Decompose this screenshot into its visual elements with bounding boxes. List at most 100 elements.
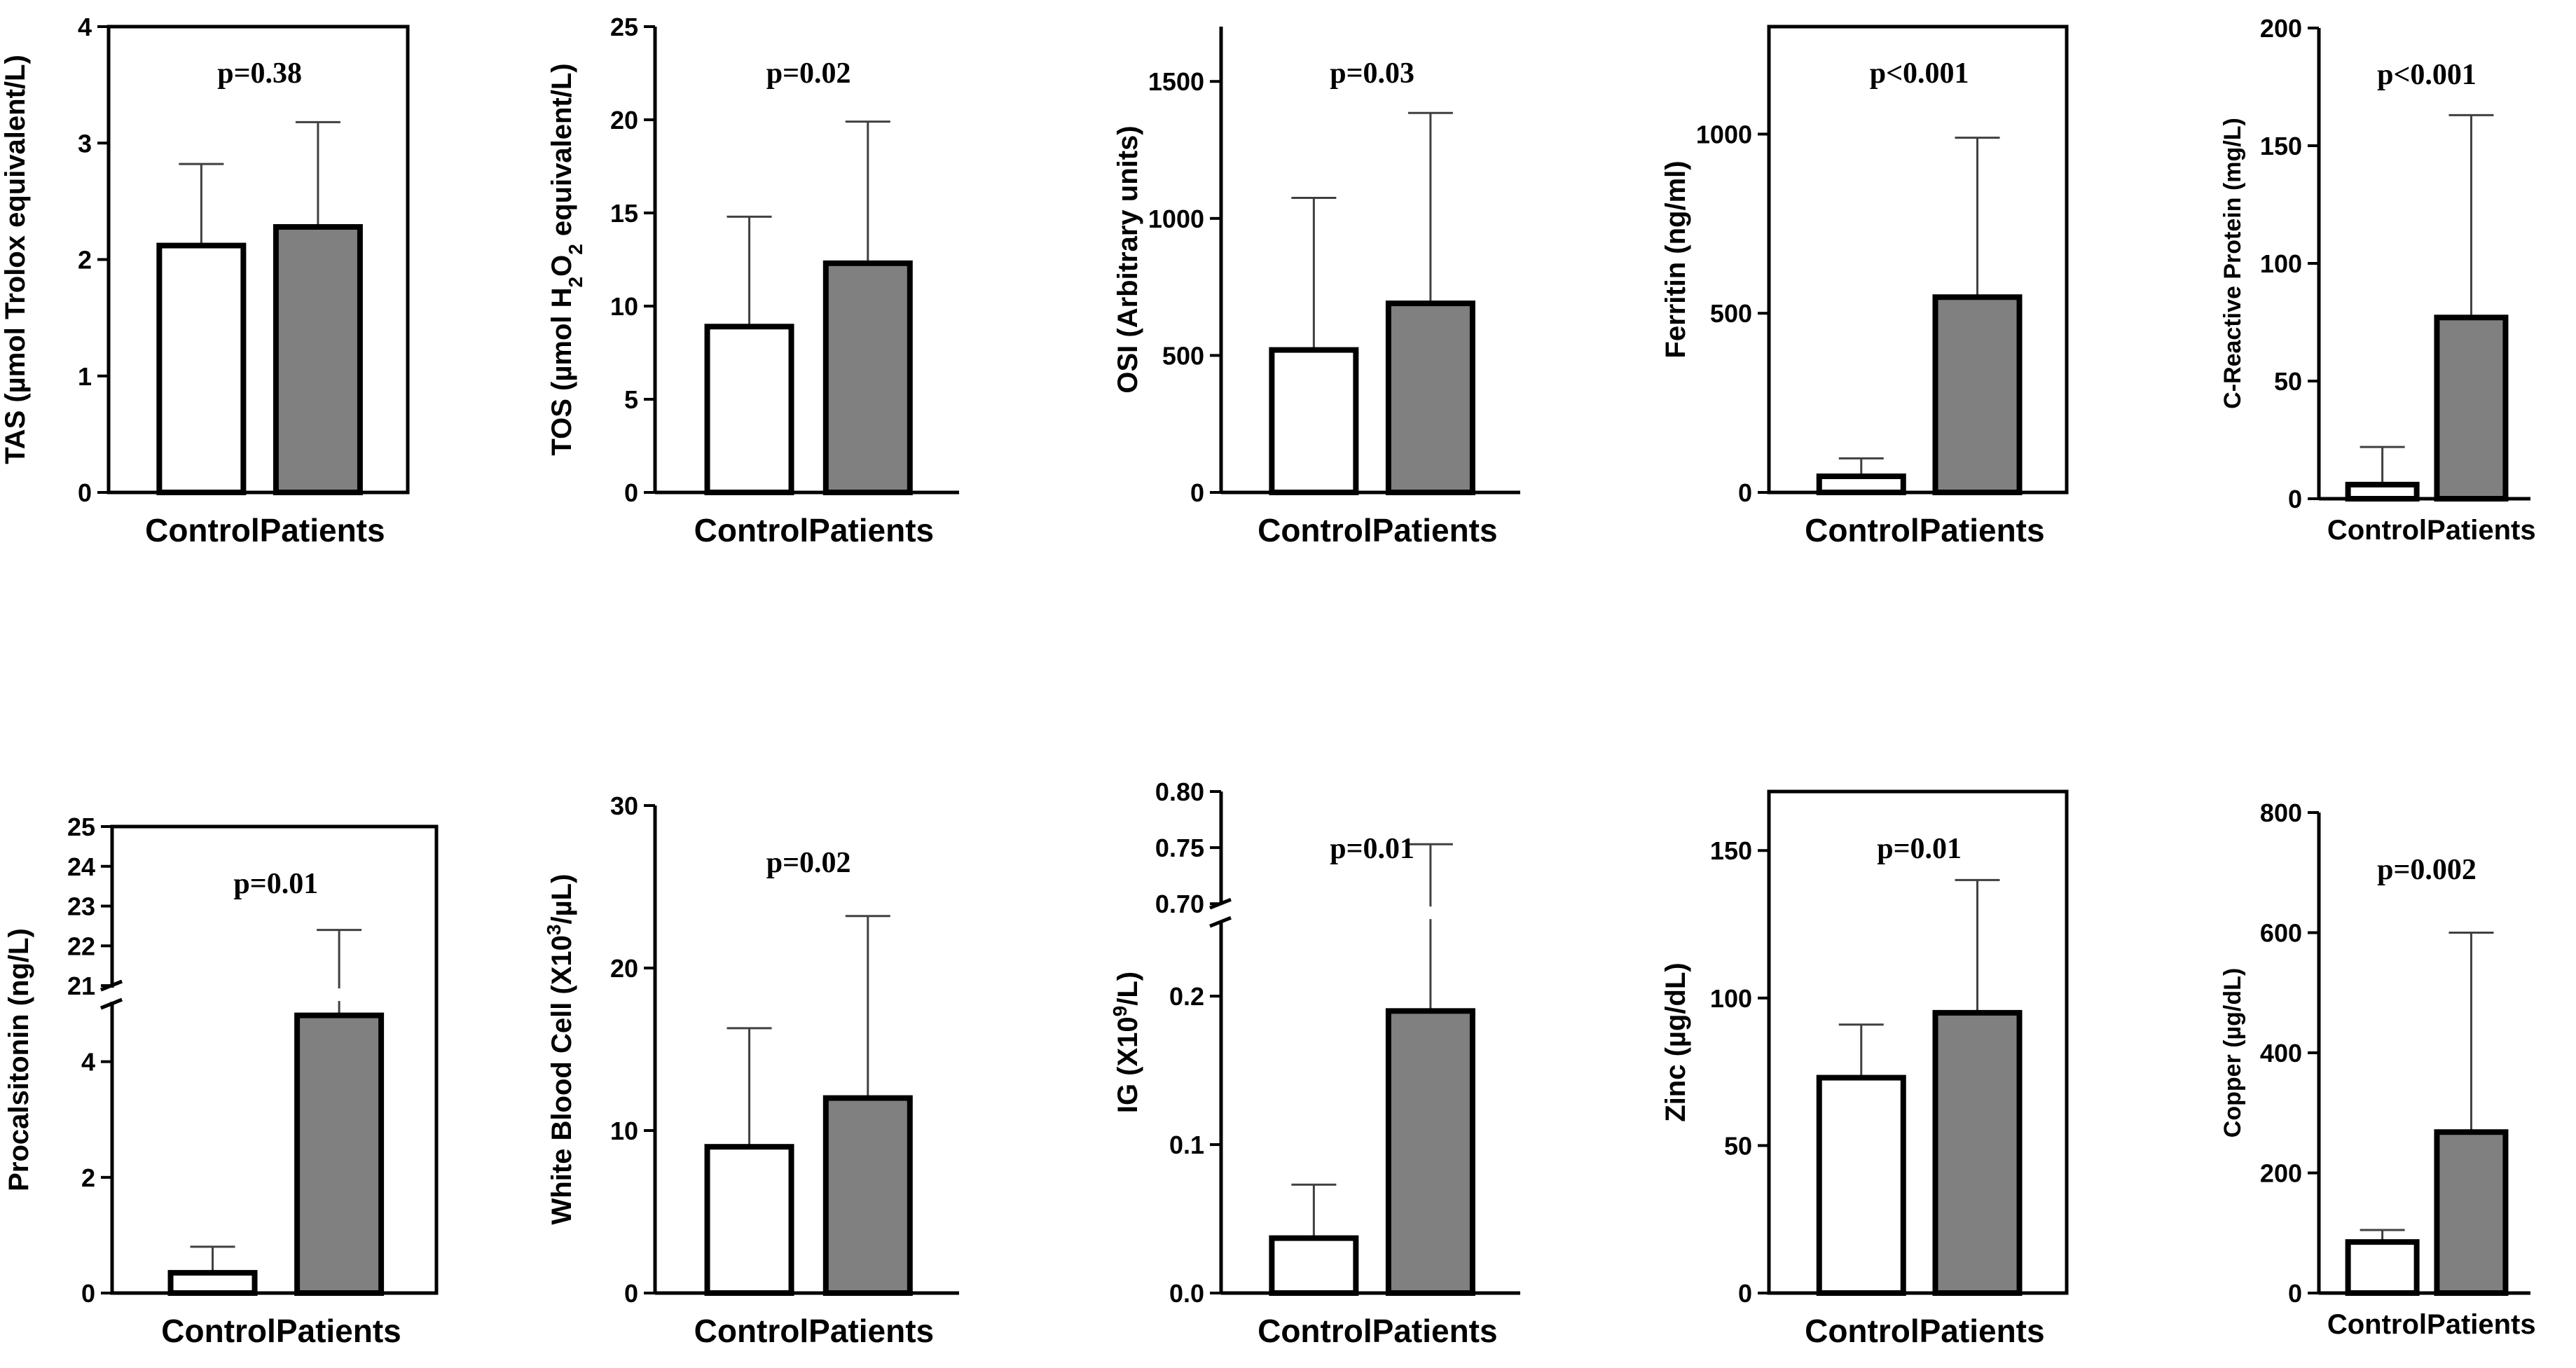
chart-panel-3: 0 500 1000 1500 Control Patients p=0.03 OSI (Ar… xyxy=(1113,27,1520,548)
y-tick-label: 0.80 xyxy=(1155,778,1204,806)
y-axis-label-part: 2 xyxy=(565,277,586,288)
y-tick-label: 15 xyxy=(610,199,638,228)
x-tick-label-patients: Patients xyxy=(1372,1313,1498,1349)
y-axis-label-part: IG (X10 xyxy=(1113,1016,1143,1113)
x-tick-label-control: Control xyxy=(1258,512,1372,548)
y-axis-label-part: /L) xyxy=(1113,972,1143,1006)
y-tick-label: 0.1 xyxy=(1169,1131,1204,1159)
x-tick-label-control: Control xyxy=(694,1313,809,1349)
y-tick-label: 150 xyxy=(1710,836,1752,865)
bar-patients xyxy=(822,1095,913,1296)
bar-patients xyxy=(2434,315,2509,502)
bar-patients xyxy=(1932,294,2023,495)
y-tick-label: 21 xyxy=(67,972,95,1000)
y-tick-label: 20 xyxy=(610,106,638,134)
axis-break-gap xyxy=(108,988,116,1002)
y-tick-label: 0 xyxy=(624,478,638,507)
y-tick-label: 0 xyxy=(624,1279,638,1308)
bar-patients xyxy=(2434,1129,2509,1296)
x-tick-label-patients: Patients xyxy=(276,1313,401,1349)
y-tick-label: 500 xyxy=(1710,299,1752,328)
y-tick-label: 20 xyxy=(610,954,638,983)
x-tick-label-control: Control xyxy=(1805,512,1920,548)
x-tick-label-control: Control xyxy=(694,512,809,548)
y-tick-label: 30 xyxy=(610,792,638,820)
y-tick-label: 10 xyxy=(610,1117,638,1145)
bar-control xyxy=(167,1270,258,1296)
bar-patients xyxy=(273,223,363,495)
x-tick-label-control: Control xyxy=(145,512,260,548)
y-tick-label: 0 xyxy=(2288,485,2302,513)
chart-panel-4: 0 500 1000 Control Patients p<0.001 Ferritin (… xyxy=(1660,25,2069,548)
y-tick-label: 150 xyxy=(2260,132,2302,160)
chart-panel-7: 0 10 20 30 Control Patients p=0.02 White Blood … xyxy=(543,792,959,1349)
y-tick-label: 2 xyxy=(81,1163,95,1192)
y-tick-label: 200 xyxy=(2260,1159,2302,1188)
x-tick-label-patients: Patients xyxy=(2427,1309,2536,1340)
y-tick-label: 23 xyxy=(67,892,95,921)
x-tick-label-patients: Patients xyxy=(1372,512,1498,548)
x-tick-label-patients: Patients xyxy=(2427,515,2536,546)
chart-panel-2: 0 5 10 15 20 25 Control Patients p=0.02 TOS (µmol… xyxy=(546,13,959,548)
panel-frame xyxy=(106,25,410,495)
y-axis-label-part: 9 xyxy=(1109,1006,1131,1017)
bar-control xyxy=(1269,1235,1359,1297)
x-tick-label-patients: Patients xyxy=(808,1313,934,1349)
p-value-annotation: p=0.002 xyxy=(2377,854,2477,886)
y-axis-label-part: 3 xyxy=(543,924,565,935)
bar-control xyxy=(1816,473,1906,496)
p-value-annotation: p=0.02 xyxy=(766,847,851,879)
p-value-annotation: p<0.001 xyxy=(2377,59,2477,91)
y-tick-label: 25 xyxy=(610,13,638,41)
y-axis-label-part: /µL) xyxy=(546,874,577,925)
x-tick-label-patients: Patients xyxy=(260,512,385,548)
chart-panel-9: 0 50 100 150 Control Patients p=0.01 Zinc (µg/d… xyxy=(1660,789,2069,1349)
y-tick-label: 0 xyxy=(1738,1279,1752,1308)
bar-patients xyxy=(294,1012,385,1296)
y-axis-label: TAS (µmol Trolox equivalent/L) xyxy=(0,55,31,464)
bar-control xyxy=(156,242,247,495)
p-value-annotation: p=0.01 xyxy=(1330,833,1414,865)
x-tick-label-control: Control xyxy=(161,1313,276,1349)
y-tick-label: 0.70 xyxy=(1155,890,1204,918)
x-tick-label-patients: Patients xyxy=(1920,512,2045,548)
y-axis-label: Zinc (µg/dL) xyxy=(1660,962,1691,1121)
axis-break-mark xyxy=(1209,916,1232,928)
bar-patients xyxy=(822,260,913,495)
y-axis-label-part: White Blood Cell (X10 xyxy=(546,935,577,1224)
y-tick-label: 25 xyxy=(67,813,95,841)
bar-patients xyxy=(1385,1008,1475,1297)
bar-control xyxy=(1269,347,1359,495)
y-tick-label: 1500 xyxy=(1148,67,1204,96)
y-tick-label: 1000 xyxy=(1148,205,1204,233)
bar-control xyxy=(2345,1239,2420,1297)
y-tick-label: 1000 xyxy=(1696,120,1752,148)
x-tick-label-patients: Patients xyxy=(808,512,934,548)
y-tick-label: 800 xyxy=(2260,799,2302,827)
y-tick-label: 50 xyxy=(2274,367,2302,396)
y-tick-label: 0 xyxy=(1190,478,1204,507)
x-tick-label-patients: Patients xyxy=(1920,1313,2045,1349)
y-tick-label: 3 xyxy=(78,129,92,158)
p-value-annotation: p=0.38 xyxy=(217,57,302,90)
y-tick-label: 0 xyxy=(2288,1279,2302,1308)
y-tick-label: 1 xyxy=(78,362,92,391)
p-value-annotation: p=0.02 xyxy=(766,57,851,90)
bar-control xyxy=(704,1144,794,1296)
y-axis-label: OSI (Arbitrary units) xyxy=(1113,125,1143,393)
chart-panel-8: 0.0 0.1 0.2 0.70 0.75 0.80 Control Patients p=0.… xyxy=(1109,778,1520,1349)
bar-patients xyxy=(1385,300,1475,495)
y-tick-label: 0 xyxy=(78,478,92,507)
p-value-annotation: p=0.03 xyxy=(1330,57,1414,90)
y-axis-label-part: TOS (µmol H xyxy=(546,287,577,455)
p-value-annotation: p=0.01 xyxy=(233,868,318,900)
y-tick-label: 4 xyxy=(81,1048,95,1077)
bar-control xyxy=(704,324,794,496)
y-axis-label: White Blood Cell (X103/µL) xyxy=(543,874,578,1225)
axis-break-mark xyxy=(100,997,123,1010)
x-tick-label-control: Control xyxy=(1805,1313,1920,1349)
y-tick-label: 5 xyxy=(624,385,638,414)
bar-control xyxy=(1816,1075,1906,1296)
